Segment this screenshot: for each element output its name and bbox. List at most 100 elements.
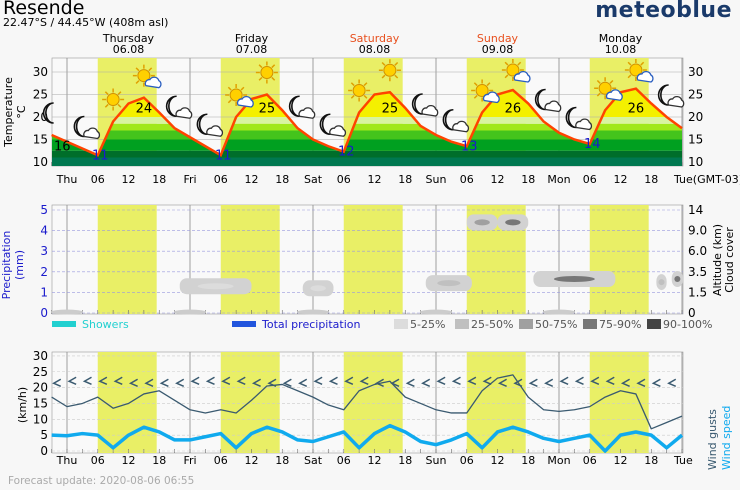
sun-disc	[352, 84, 366, 97]
y-tick-label: 15	[33, 133, 48, 147]
legend-swatch	[394, 319, 408, 329]
wind-direction-arrow	[497, 378, 507, 387]
x-day-label: Sat	[304, 173, 323, 186]
sun-ray	[271, 76, 276, 81]
x-hour-label: 12	[245, 173, 259, 186]
wind-direction-arrow	[421, 378, 431, 387]
sun-disc	[229, 88, 243, 102]
daylight-band	[589, 205, 649, 314]
forecast-update: Forecast update: 2020-08-06 06:55	[8, 475, 195, 487]
y-tick-label: 4	[40, 224, 48, 238]
moon-cloud-icon	[534, 88, 562, 113]
x-hour-label: 12	[491, 173, 505, 186]
temperature-band	[52, 130, 682, 140]
temperature-start-label: 16	[54, 139, 71, 154]
sun-cloud-icon	[501, 59, 531, 83]
sun-ray	[135, 80, 140, 84]
moon-icon	[42, 102, 54, 124]
wind-direction-arrow	[467, 376, 477, 385]
temperature-max-label: 24	[136, 102, 153, 117]
x-hour-label: 18	[521, 173, 535, 186]
x-day-label: Fri	[183, 454, 196, 467]
wind-direction-arrow	[328, 376, 338, 385]
x-hour-label: 18	[398, 454, 412, 467]
wind-direction-arrow	[159, 378, 169, 387]
low-cloud	[174, 309, 206, 315]
location-coordinates: 22.47°S / 44.45°W (408m asl)	[3, 16, 169, 29]
sun-ray	[363, 82, 368, 87]
cloud-cover-core	[310, 285, 326, 292]
sun-ray	[240, 86, 245, 91]
wind-direction-arrow	[175, 378, 185, 387]
y-tick-label: 15	[33, 396, 48, 410]
daylight-band	[466, 352, 526, 453]
x-hour-label: 18	[152, 173, 166, 186]
wind-direction-arrow	[544, 378, 554, 387]
sun-icon	[102, 88, 125, 111]
wind-direction-arrow	[651, 378, 661, 387]
sun-disc	[629, 63, 643, 77]
temperature-min-label: 12	[338, 145, 355, 160]
wind-direction-arrow	[205, 376, 215, 385]
wind-direction-arrow	[405, 378, 415, 387]
y-tick-label: 25	[33, 365, 48, 379]
low-cloud	[420, 309, 452, 315]
cloud-shape	[421, 104, 439, 117]
sun-disc	[106, 93, 120, 106]
wind-direction-arrow	[98, 376, 108, 385]
legend-swatch	[52, 321, 76, 327]
x-day-label: Sun	[426, 454, 447, 467]
legend-label: 25-50%	[471, 318, 513, 331]
daylight-band	[343, 205, 403, 314]
x-hour-label: 18	[275, 454, 289, 467]
sun-ray	[473, 82, 478, 87]
temperature-axis-label: Temperature°C	[2, 77, 28, 148]
sun-ray	[350, 94, 355, 99]
wind-direction-arrow	[251, 378, 261, 387]
sun-ray	[227, 86, 232, 91]
y-tick-label: 5	[40, 428, 48, 442]
y-tick-label: 3	[40, 244, 48, 258]
cloud-shape	[206, 125, 224, 137]
x-hour-label: 06	[214, 173, 228, 186]
day-date: 07.08	[236, 43, 268, 56]
legend-swatch	[455, 319, 469, 329]
temperature-band	[52, 123, 682, 131]
wind-direction-arrow	[359, 376, 369, 385]
cloud-shape	[544, 100, 562, 113]
x-hour-label: 06	[214, 454, 228, 467]
temperature-band	[52, 157, 682, 166]
x-hour-label: 12	[368, 173, 382, 186]
y2-tick-label: 3.5	[688, 265, 707, 279]
sun-ray	[227, 99, 232, 104]
sun-ray	[117, 91, 122, 96]
x-hour-label: 06	[337, 454, 351, 467]
label-line: Precipitation	[0, 231, 13, 300]
wind-gusts-line	[51, 374, 683, 430]
label-line: Cloud cover	[723, 227, 736, 293]
cloud-shape	[667, 95, 685, 108]
x-day-label: Thu	[56, 454, 78, 467]
x-hour-label: 06	[583, 173, 597, 186]
wind-direction-arrow	[221, 376, 231, 385]
temperature-max-label: 25	[259, 102, 276, 117]
daylight-band	[220, 352, 280, 453]
wind-direction-arrow	[636, 378, 646, 387]
wind-axis-label: (km/h)	[16, 387, 29, 423]
cloud-cover-core	[474, 219, 490, 226]
cloud-shape	[236, 95, 254, 108]
sun-ray	[104, 103, 109, 108]
cloud-cover-core	[437, 280, 461, 287]
sun-disc	[506, 63, 520, 77]
legend-label: Showers	[82, 318, 129, 331]
cloud-shape	[513, 70, 531, 83]
wind-direction-arrow	[113, 376, 123, 385]
sun-ray	[258, 76, 263, 81]
x-day-label: Fri	[183, 173, 196, 186]
brand-logo[interactable]: meteoblue	[595, 0, 732, 23]
wind-direction-arrow	[559, 376, 569, 385]
x-hour-label: 12	[491, 454, 505, 467]
sun-ray	[596, 79, 601, 84]
y-tick-label: 0	[40, 444, 48, 458]
